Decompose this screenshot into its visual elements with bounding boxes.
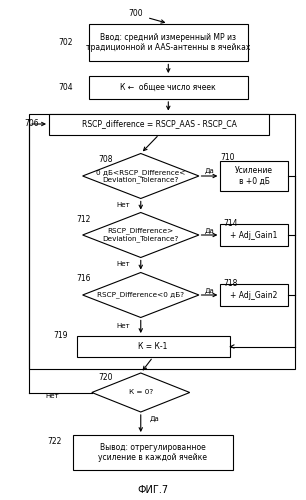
Text: Да: Да <box>205 168 215 174</box>
Text: Да: Да <box>150 416 160 422</box>
Text: 716: 716 <box>76 274 91 283</box>
Text: RSCP_difference = RSCP_AAS - RSCP_CA: RSCP_difference = RSCP_AAS - RSCP_CA <box>82 120 237 128</box>
Text: 706: 706 <box>24 120 39 128</box>
Text: ФИГ.7: ФИГ.7 <box>137 485 169 495</box>
Text: Да: Да <box>205 228 215 234</box>
Text: 702: 702 <box>58 38 73 47</box>
Text: RSCP_Difference>
Deviation_Tolerance?: RSCP_Difference> Deviation_Tolerance? <box>103 228 179 242</box>
Text: Нет: Нет <box>45 393 59 399</box>
Text: 722: 722 <box>47 436 62 446</box>
Text: 0 дБ<RSCP_Difference<
Deviation_Tolerance?: 0 дБ<RSCP_Difference< Deviation_Toleranc… <box>96 169 185 183</box>
FancyBboxPatch shape <box>220 284 288 306</box>
Text: + Adj_Gain1: + Adj_Gain1 <box>230 230 278 239</box>
Text: К = 0?: К = 0? <box>129 390 153 396</box>
Text: Да: Да <box>205 288 215 294</box>
Text: Вывод: отрегулированное
усиление в каждой ячейке: Вывод: отрегулированное усиление в каждо… <box>99 443 207 462</box>
FancyBboxPatch shape <box>76 336 230 357</box>
Text: 718: 718 <box>223 280 238 288</box>
Text: Нет: Нет <box>116 202 130 208</box>
Polygon shape <box>83 212 199 258</box>
Text: 712: 712 <box>76 216 91 224</box>
Text: + Adj_Gain2: + Adj_Gain2 <box>230 290 278 300</box>
FancyBboxPatch shape <box>89 24 248 61</box>
Text: 720: 720 <box>98 373 112 382</box>
Text: К = К-1: К = К-1 <box>138 342 168 351</box>
Polygon shape <box>92 373 190 412</box>
FancyBboxPatch shape <box>89 76 248 99</box>
Text: 719: 719 <box>54 332 68 340</box>
Text: Усиление
в +0 дБ: Усиление в +0 дБ <box>235 166 273 186</box>
Text: Нет: Нет <box>116 262 130 268</box>
FancyBboxPatch shape <box>73 435 233 470</box>
Text: 708: 708 <box>98 154 112 164</box>
Text: К ←  общее число ячеек: К ← общее число ячеек <box>121 83 216 92</box>
Text: 710: 710 <box>220 152 235 162</box>
FancyBboxPatch shape <box>49 114 269 134</box>
FancyBboxPatch shape <box>220 161 288 191</box>
Text: 714: 714 <box>223 220 238 228</box>
Text: Ввод: средний измеренный МР из
традиционной и AAS-антенны в ячейках: Ввод: средний измеренный МР из традицион… <box>86 33 251 52</box>
FancyBboxPatch shape <box>220 224 288 246</box>
Text: Нет: Нет <box>116 323 130 329</box>
Text: RSCP_Difference<0 дБ?: RSCP_Difference<0 дБ? <box>97 292 184 298</box>
Text: 704: 704 <box>58 83 73 92</box>
Text: 700: 700 <box>129 10 143 18</box>
Polygon shape <box>83 154 199 198</box>
Polygon shape <box>83 272 199 318</box>
